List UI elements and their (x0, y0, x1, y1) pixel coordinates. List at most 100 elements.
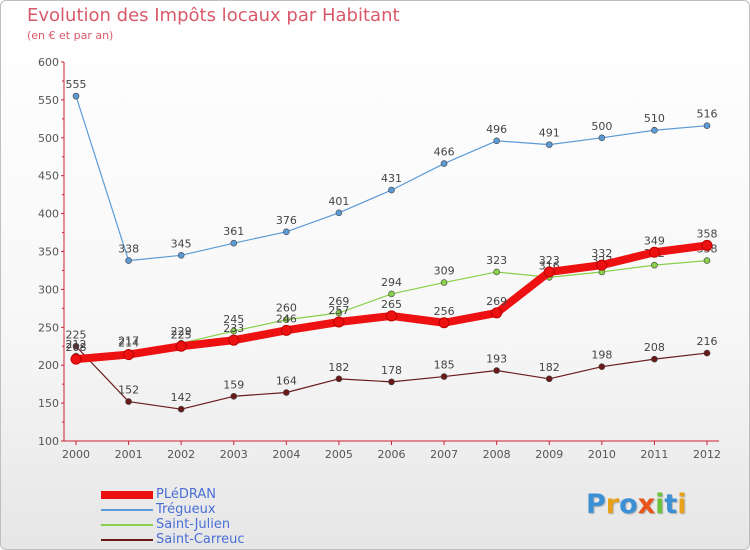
data-label-saint-carreuc: 182 (539, 361, 560, 374)
data-label-tregueux: 338 (118, 243, 139, 256)
data-label-pledran: 257 (328, 304, 349, 317)
logo-letter: i (677, 489, 687, 520)
data-point-saint-julien (230, 327, 238, 335)
data-point-pledran (596, 259, 608, 271)
data-point-tregueux (72, 92, 80, 100)
data-point-pledran (70, 353, 82, 365)
data-label-saint-julien: 269 (328, 295, 349, 308)
legend-swatch (101, 523, 153, 526)
data-point-tregueux (335, 209, 343, 217)
data-label-saint-julien: 260 (276, 302, 297, 315)
data-label-tregueux: 516 (697, 108, 718, 121)
data-label-pledran: 214 (118, 337, 139, 350)
y-tick-label: 400 (38, 208, 59, 221)
x-tick-label: 2007 (430, 448, 458, 461)
data-label-saint-julien: 229 (171, 325, 192, 338)
x-tick-label: 2012 (693, 448, 721, 461)
data-label-pledran: 323 (539, 254, 560, 267)
data-point-saint-carreuc (125, 398, 132, 405)
x-tick-label: 2000 (62, 448, 90, 461)
data-label-tregueux: 491 (539, 127, 560, 140)
data-point-pledran (491, 307, 503, 319)
x-tick-label: 2001 (115, 448, 143, 461)
data-label-pledran: 256 (434, 305, 455, 318)
data-label-tregueux: 431 (381, 172, 402, 185)
y-tick-label: 550 (38, 94, 59, 107)
data-label-saint-carreuc: 159 (223, 378, 244, 391)
data-point-tregueux (230, 239, 238, 247)
legend-swatch (101, 538, 153, 541)
data-point-tregueux (125, 257, 132, 264)
data-label-pledran: 349 (644, 234, 665, 247)
logo-letter: i (655, 489, 665, 520)
legend-swatch (101, 508, 153, 511)
data-point-pledran (386, 310, 397, 322)
data-label-pledran: 265 (381, 298, 402, 311)
data-point-tregueux (703, 122, 711, 129)
data-point-tregueux (283, 228, 290, 236)
data-point-tregueux (493, 137, 500, 145)
x-tick-label: 2003 (220, 448, 248, 461)
data-label-saint-julien: 294 (381, 276, 402, 289)
data-point-saint-carreuc (230, 392, 238, 400)
data-label-saint-julien: 212 (66, 338, 87, 351)
x-tick-label: 2004 (272, 448, 300, 461)
data-point-pledran (701, 239, 713, 251)
data-point-saint-carreuc (651, 355, 658, 363)
data-point-pledran (123, 349, 135, 361)
y-tick-label: 600 (38, 56, 59, 69)
data-point-saint-julien (440, 279, 448, 286)
data-point-saint-carreuc (283, 389, 290, 396)
y-tick-label: 350 (38, 246, 59, 259)
data-label-tregueux: 510 (644, 112, 665, 125)
data-label-saint-carreuc: 142 (171, 391, 192, 404)
data-label-saint-carreuc: 193 (486, 353, 507, 366)
proxiti-logo: Proxiti (586, 489, 687, 520)
x-tick-label: 2008 (483, 448, 511, 461)
data-point-saint-julien (493, 268, 500, 276)
y-tick-label: 300 (38, 283, 59, 296)
data-label-saint-julien: 323 (486, 254, 507, 267)
y-tick-label: 150 (38, 397, 59, 410)
data-label-pledran: 208 (66, 341, 87, 354)
data-point-pledran (175, 340, 187, 352)
logo-letter: o (619, 489, 638, 520)
data-point-saint-julien (283, 316, 290, 324)
data-point-saint-carreuc (440, 373, 448, 380)
data-point-pledran (280, 324, 292, 336)
data-label-tregueux: 401 (328, 195, 349, 208)
data-label-saint-carreuc: 216 (697, 335, 718, 348)
data-point-saint-carreuc (493, 367, 500, 374)
data-point-pledran (543, 266, 555, 278)
data-point-tregueux (440, 160, 448, 167)
data-point-pledran (438, 317, 450, 329)
data-label-tregueux: 345 (171, 237, 192, 250)
data-point-saint-julien (703, 257, 711, 264)
data-label-pledran: 246 (276, 312, 297, 325)
x-tick-label: 2009 (535, 448, 563, 461)
logo-letter: r (605, 489, 620, 520)
data-point-tregueux (388, 186, 395, 194)
data-label-saint-julien: 217 (118, 334, 139, 347)
data-point-tregueux (651, 126, 658, 134)
y-tick-label: 200 (38, 359, 59, 372)
data-point-saint-carreuc (598, 363, 606, 371)
data-label-pledran: 332 (591, 247, 612, 260)
data-label-pledran: 233 (223, 322, 244, 335)
logo-letter: P (586, 489, 606, 520)
y-tick-label: 250 (38, 321, 59, 334)
x-tick-label: 2011 (640, 448, 668, 461)
logo-letter: t (664, 489, 678, 520)
x-tick-label: 2005 (325, 448, 353, 461)
data-label-tregueux: 555 (66, 78, 87, 91)
logo-letter: x (637, 489, 656, 520)
data-point-pledran (333, 316, 345, 328)
data-point-saint-carreuc (335, 375, 343, 383)
data-label-saint-carreuc: 198 (591, 349, 612, 362)
data-point-saint-carreuc (72, 342, 80, 350)
data-label-saint-carreuc: 152 (118, 384, 139, 397)
data-label-saint-carreuc: 178 (381, 364, 402, 377)
data-label-saint-carreuc: 185 (434, 359, 455, 372)
data-label-tregueux: 361 (223, 225, 244, 238)
data-label-saint-carreuc: 164 (276, 374, 297, 387)
